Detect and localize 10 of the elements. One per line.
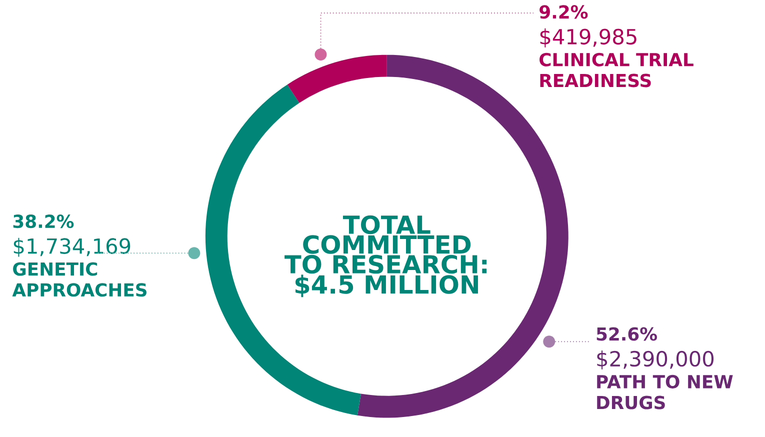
slice-label: GENETIC APPROACHES <box>12 262 146 297</box>
text: 9.2% <box>540 5 588 19</box>
slice-label: CLINICAL TRIAL READINESS <box>540 52 694 88</box>
text: TOTAL COMMITTED TO RESEARCH: $4.5 MILLION <box>284 215 487 298</box>
text: 38.2% <box>13 214 74 228</box>
slice-label: PATH TO NEW DRUGS <box>597 375 733 410</box>
text: 52.6% <box>596 327 657 341</box>
data-label: $2,390,000 <box>597 350 714 370</box>
data-label: $1,734,169 <box>14 238 130 257</box>
data-label: $419,985 <box>540 28 636 48</box>
